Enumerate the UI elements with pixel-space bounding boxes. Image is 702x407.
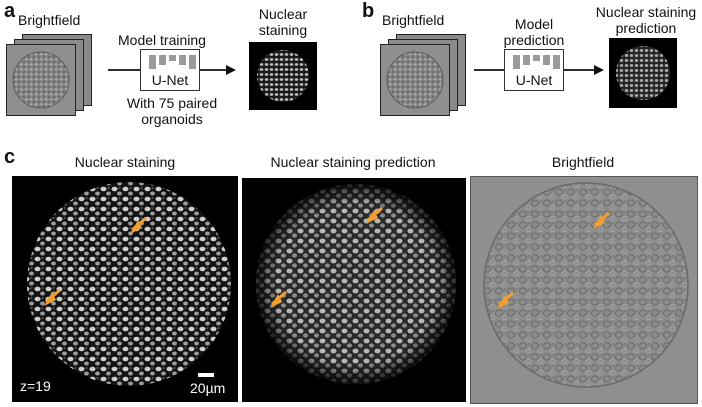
panel-a-nuclear-thumb xyxy=(249,42,317,110)
panel-b-step-label-line2: prediction xyxy=(503,32,565,48)
panel-b-brightfield-label: Brightfield xyxy=(382,12,445,28)
panel-b-prediction-thumb xyxy=(609,38,677,108)
brightfield-thumb-b xyxy=(386,51,444,109)
z-slice-label: z=19 xyxy=(20,378,51,394)
scale-bar xyxy=(198,373,214,377)
panel-a-note-line2: organoids xyxy=(141,111,203,127)
panel-a-output-label-line1: Nuclear xyxy=(258,6,308,22)
panel-a-unet-box: U-Net xyxy=(140,49,200,91)
prediction-image xyxy=(242,178,466,402)
panel-a-output-label-line2: staining xyxy=(258,22,308,38)
panel-a-letter: a xyxy=(4,0,16,22)
panel-a-note-line1: With 75 paired xyxy=(126,95,218,111)
panel-b-output-label-line2: prediction xyxy=(615,20,677,36)
scale-bar-label: 20µm xyxy=(190,380,226,396)
panel-b-step-label-line1: Model xyxy=(514,16,554,32)
brightfield-image xyxy=(470,176,698,404)
panel-b-output-label-line1: Nuclear staining xyxy=(595,4,697,20)
panel-b-letter: b xyxy=(362,0,375,22)
panel-a-brightfield-label: Brightfield xyxy=(18,12,81,28)
brightfield-thumb-a xyxy=(12,51,70,109)
nuclear-staining-image: z=19 20µm xyxy=(12,176,238,402)
panel-c-letter: c xyxy=(4,146,16,168)
panel-c-image2-title: Nuclear staining prediction xyxy=(270,154,436,170)
panel-c-image3-title: Brightfield xyxy=(551,154,615,170)
panel-a-step-label: Model training xyxy=(118,32,206,48)
panel-a-unet-label: U-Net xyxy=(151,72,189,88)
panel-b-unet-label: U-Net xyxy=(515,72,553,88)
panel-c-image1-title: Nuclear staining xyxy=(74,154,176,170)
panel-b-unet-box: U-Net xyxy=(504,49,564,91)
